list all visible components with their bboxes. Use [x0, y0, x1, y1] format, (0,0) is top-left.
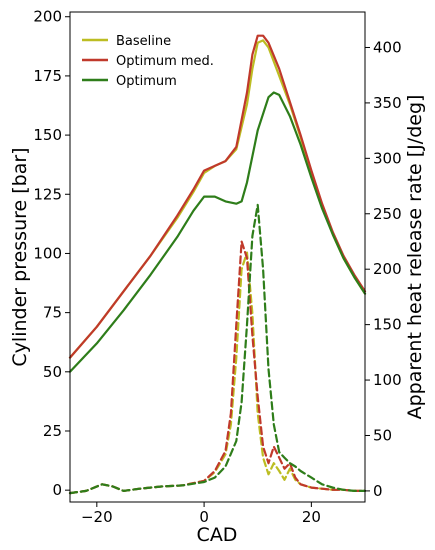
y-right-tick-label: 350: [373, 94, 402, 112]
y-left-tick-label: 50: [43, 363, 62, 381]
x-tick-label: 20: [302, 508, 321, 526]
x-tick-label: −20: [81, 508, 113, 526]
x-axis-title: CAD: [197, 524, 238, 546]
y-right-tick-label: 300: [373, 149, 402, 167]
y-right-tick-label: 150: [373, 316, 402, 334]
y-right-tick-label: 250: [373, 205, 402, 223]
pressure-line-2: [68, 91, 367, 373]
y-axis-left: 0 25 50 75 100 125 150 175 200: [33, 8, 70, 499]
y-left-tick-label: 100: [33, 244, 62, 262]
y-left-tick-label: 125: [33, 185, 62, 203]
plot-lines: [68, 34, 367, 495]
heat-release-line-5: [68, 203, 367, 495]
legend-label: Baseline: [116, 34, 171, 49]
y-left-tick-label: 0: [52, 481, 62, 499]
x-tick-label: 0: [199, 508, 209, 526]
y-left-tick-label: 75: [43, 304, 62, 322]
y-left-tick-label: 25: [43, 422, 62, 440]
pressure-line-1: [68, 34, 367, 359]
y-right-tick-label: 0: [373, 482, 383, 500]
y-right-tick-label: 400: [373, 38, 402, 56]
y-right-tick-label: 100: [373, 371, 402, 389]
y-left-tick-label: 150: [33, 126, 62, 144]
heat-release-line-3: [68, 251, 367, 495]
x-axis: −20 0 20: [81, 502, 321, 526]
y-axis-right: 0 50 100 150 200 250 300 350 400: [365, 38, 402, 500]
y-axis-left-title: Cylinder pressure [bar]: [9, 147, 31, 366]
y-right-tick-label: 200: [373, 260, 402, 278]
heat-release-line-4: [68, 240, 367, 495]
y-left-tick-label: 175: [33, 67, 62, 85]
legend-label: Optimum med.: [116, 54, 214, 69]
legend-label: Optimum: [116, 74, 177, 89]
y-axis-right-title: Apparent heat release rate [J/deg]: [404, 95, 426, 420]
y-left-tick-label: 200: [33, 8, 62, 26]
legend: Baseline Optimum med. Optimum: [82, 34, 214, 89]
plot-frame: [69, 11, 366, 503]
y-right-tick-label: 50: [373, 426, 392, 444]
